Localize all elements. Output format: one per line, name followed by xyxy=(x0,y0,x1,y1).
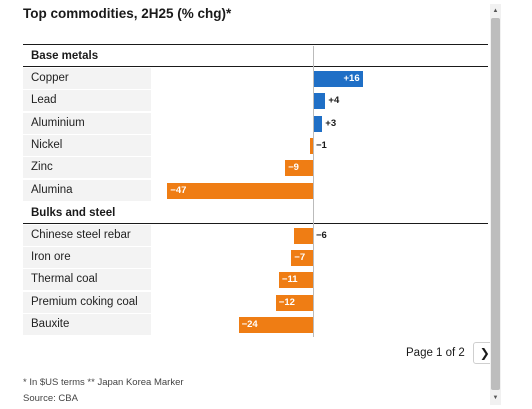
value-label: −12 xyxy=(278,296,295,308)
bar-track: +16 xyxy=(151,68,488,89)
chart-row: Nickel −1 xyxy=(23,134,488,156)
scroll-down-icon[interactable]: ▼ xyxy=(492,395,499,401)
value-label: +16 xyxy=(343,73,360,84)
chart-row: Alumina −47 xyxy=(23,179,488,201)
category-label: Nickel xyxy=(31,138,63,151)
chart-row: Zinc −9 xyxy=(23,157,488,179)
bar xyxy=(294,227,313,244)
pagination: Page 1 of 2 ❯ xyxy=(406,342,497,364)
chart-row: Iron ore −7 xyxy=(23,247,488,269)
bar xyxy=(291,250,313,267)
source-note: Source: CBA xyxy=(23,393,78,404)
bar xyxy=(313,115,323,132)
bar xyxy=(238,317,313,333)
bar-track: +4 xyxy=(151,90,488,112)
bar xyxy=(278,272,313,289)
section-rule xyxy=(23,66,488,67)
chart-row: Chinese steel rebar −6 xyxy=(23,224,488,246)
bar-track: −6 xyxy=(151,224,488,246)
value-label: +4 xyxy=(328,95,340,107)
category-label: Iron ore xyxy=(31,251,71,264)
value-label: −7 xyxy=(294,252,306,264)
value-label: +3 xyxy=(325,117,337,129)
category-label: Chinese steel rebar xyxy=(31,228,131,241)
category-label: Zinc xyxy=(31,161,53,174)
bar-track: −9 xyxy=(151,157,488,179)
chevron-right-icon: ❯ xyxy=(479,346,490,360)
bar-track: −12 xyxy=(151,291,488,313)
bar xyxy=(285,160,313,177)
chart-row: Lead +4 xyxy=(23,90,488,112)
bar xyxy=(275,294,313,311)
section-title: Bulks and steel xyxy=(31,206,116,219)
bar xyxy=(167,182,313,199)
chart-row: Copper +16 xyxy=(23,68,488,89)
section-rule xyxy=(23,222,488,224)
value-label: −24 xyxy=(241,319,258,330)
bar-track: +3 xyxy=(151,112,488,134)
value-label: −1 xyxy=(316,139,327,151)
category-label: Aluminium xyxy=(31,116,85,129)
chart-row: Aluminium +3 xyxy=(23,112,488,134)
zero-axis-line xyxy=(313,46,314,338)
scroll-thumb[interactable] xyxy=(491,18,500,390)
category-label: Premium coking coal xyxy=(31,295,138,308)
bar-track: −24 xyxy=(151,314,488,335)
bar-track: −11 xyxy=(151,269,488,291)
category-label: Copper xyxy=(31,72,69,84)
chart-row: Thermal coal −11 xyxy=(23,269,488,291)
section-title: Base metals xyxy=(31,50,99,62)
category-label: Alumina xyxy=(31,183,73,196)
scroll-up-icon[interactable]: ▲ xyxy=(492,8,499,14)
bar xyxy=(313,93,326,110)
chart-row: Premium coking coal −12 xyxy=(23,291,488,313)
chart-title: Top commodities, 2H25 (% chg)* xyxy=(23,6,232,21)
value-label: −6 xyxy=(316,229,327,241)
bar xyxy=(313,71,363,87)
category-label: Lead xyxy=(31,94,57,107)
value-label: −11 xyxy=(281,274,298,286)
value-label: −47 xyxy=(170,184,187,196)
bar xyxy=(309,137,313,154)
bar-track: −1 xyxy=(151,134,488,156)
category-label: Thermal coal xyxy=(31,273,98,286)
value-label: −9 xyxy=(288,162,299,174)
footnote: * In $US terms ** Japan Korea Marker xyxy=(23,377,184,388)
bar-track: −47 xyxy=(151,179,488,201)
page-indicator: Page 1 of 2 xyxy=(406,347,465,359)
vertical-scrollbar[interactable]: ▲ ▼ xyxy=(490,4,501,405)
header-rule xyxy=(23,44,488,45)
chart-row: Bauxite −24 xyxy=(23,314,488,335)
category-label: Bauxite xyxy=(31,318,70,330)
bar-track: −7 xyxy=(151,247,488,269)
